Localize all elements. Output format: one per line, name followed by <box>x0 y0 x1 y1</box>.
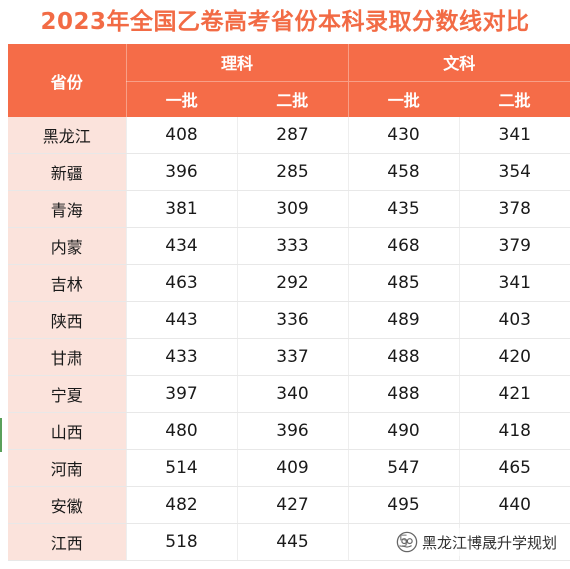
score-cell: 333 <box>237 227 349 265</box>
header-row-batches: 一批 二批 一批 二批 <box>8 80 570 117</box>
province-cell: 陕西 <box>8 301 127 339</box>
score-cell: 309 <box>237 190 349 228</box>
score-cell: 381 <box>126 190 238 228</box>
province-cell: 内蒙 <box>8 227 127 265</box>
score-cell: 495 <box>348 486 460 524</box>
score-cell: 409 <box>237 449 349 487</box>
table-row: 内蒙 434 333 468 379 <box>8 227 570 265</box>
province-cell: 吉林 <box>8 264 127 302</box>
score-cell: 341 <box>459 117 570 154</box>
score-cell: 408 <box>126 117 238 154</box>
table-row: 青海 381 309 435 378 <box>8 190 570 228</box>
score-cell: 341 <box>459 264 570 302</box>
score-cell: 489 <box>348 301 460 339</box>
score-cell: 418 <box>459 412 570 450</box>
score-cell: 287 <box>237 117 349 154</box>
province-cell: 江西 <box>8 523 127 561</box>
score-cell: 379 <box>459 227 570 265</box>
score-cell: 396 <box>237 412 349 450</box>
score-cell: 458 <box>348 153 460 191</box>
score-cell: 488 <box>348 338 460 376</box>
score-cell: 340 <box>237 375 349 413</box>
province-cell: 山西 <box>8 412 127 450</box>
table-row: 吉林 463 292 485 341 <box>8 264 570 302</box>
table-row: 山西 480 396 490 418 <box>8 412 570 450</box>
score-cell: 427 <box>237 486 349 524</box>
score-cell: 403 <box>459 301 570 339</box>
score-cell: 420 <box>459 338 570 376</box>
wechat-official-account-icon <box>396 531 418 553</box>
score-cell: 445 <box>237 523 349 561</box>
score-cell: 396 <box>126 153 238 191</box>
score-cell: 292 <box>237 264 349 302</box>
score-cell: 485 <box>348 264 460 302</box>
score-cell: 430 <box>348 117 460 154</box>
score-cell: 465 <box>459 449 570 487</box>
page-title: 2023年全国乙卷高考省份本科录取分数线对比 <box>40 9 530 35</box>
score-cell: 285 <box>237 153 349 191</box>
score-cell: 354 <box>459 153 570 191</box>
score-cell: 518 <box>126 523 238 561</box>
score-cell: 482 <box>126 486 238 524</box>
row-marker <box>0 418 2 452</box>
table-row: 安徽 482 427 495 440 <box>8 486 570 524</box>
score-cell: 463 <box>126 264 238 302</box>
score-cell: 514 <box>126 449 238 487</box>
header-row-groups: 省份 理科 文科 <box>8 44 570 117</box>
score-cell: 336 <box>237 301 349 339</box>
score-cell: 434 <box>126 227 238 265</box>
table-row: 陕西 443 336 489 403 <box>8 301 570 339</box>
province-cell: 黑龙江 <box>8 117 127 154</box>
header-arts-batch1: 一批 <box>347 80 460 117</box>
header-group-arts: 文科 <box>347 44 570 81</box>
score-cell: 378 <box>459 190 570 228</box>
table-row: 河南 514 409 547 465 <box>8 449 570 487</box>
score-cell: 547 <box>348 449 460 487</box>
province-cell: 安徽 <box>8 486 127 524</box>
score-cell: 397 <box>126 375 238 413</box>
table-row: 甘肃 433 337 488 420 <box>8 338 570 376</box>
province-cell: 甘肃 <box>8 338 127 376</box>
score-cell: 337 <box>237 338 349 376</box>
table-row: 宁夏 397 340 488 421 <box>8 375 570 413</box>
header-arts-batch2: 二批 <box>459 80 570 117</box>
header-group-science: 理科 <box>221 54 254 74</box>
province-cell: 青海 <box>8 190 127 228</box>
score-cell: 440 <box>459 486 570 524</box>
table-row: 新疆 396 285 458 354 <box>8 153 570 191</box>
province-cell: 宁夏 <box>8 375 127 413</box>
province-cell: 河南 <box>8 449 127 487</box>
score-cell: 443 <box>126 301 238 339</box>
score-cell: 433 <box>126 338 238 376</box>
watermark-text: 黑龙江博晟升学规划 <box>422 533 558 552</box>
table-row: 黑龙江 408 287 430 341 <box>8 117 570 154</box>
score-cell: 488 <box>348 375 460 413</box>
header-science-batch1: 一批 <box>126 80 237 117</box>
score-cell: 490 <box>348 412 460 450</box>
province-cell: 新疆 <box>8 153 127 191</box>
score-cell: 480 <box>126 412 238 450</box>
watermark: 黑龙江博晟升学规划 <box>392 528 562 556</box>
score-table: 省份 理科 文科 一批 二批 一批 二批 黑龙江 408 287 430 341… <box>8 44 570 561</box>
score-cell: 468 <box>348 227 460 265</box>
score-cell: 435 <box>348 190 460 228</box>
header-science-batch2: 二批 <box>237 80 349 117</box>
header-province: 省份 <box>8 44 127 117</box>
score-cell: 421 <box>459 375 570 413</box>
